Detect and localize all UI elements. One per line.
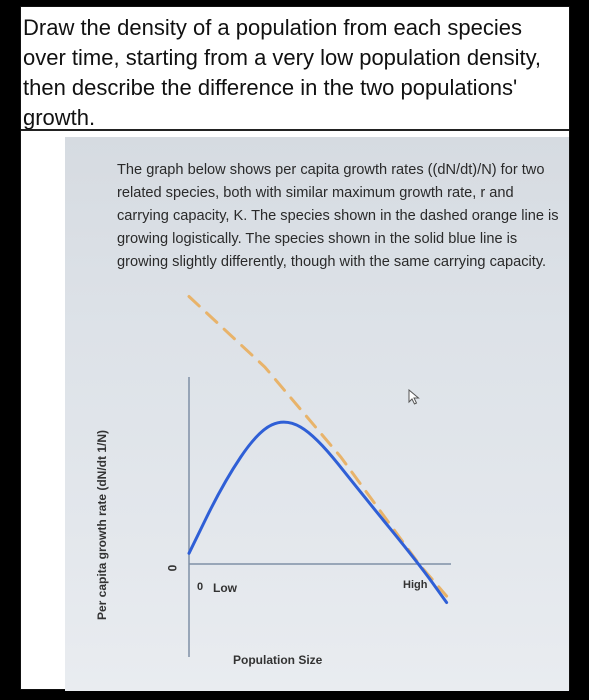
cursor-arrow-icon <box>407 388 421 410</box>
passage-text: The graph below shows per capita growth … <box>117 162 559 270</box>
question-card: Draw the density of a population from ea… <box>20 6 570 691</box>
x-tick-low: Low <box>213 581 237 595</box>
chart-axes <box>188 377 451 657</box>
question-text: Draw the density of a population from ea… <box>23 15 542 130</box>
series-layer <box>187 295 449 605</box>
graph-photo: The graph below shows per capita growth … <box>65 137 569 691</box>
x-tick-origin: 0 <box>197 581 204 593</box>
x-tick-high: High <box>403 579 428 591</box>
divider <box>21 129 569 131</box>
y-tick-zero: 0 <box>165 564 180 572</box>
x-axis-title: Population Size <box>233 653 323 667</box>
growth-rate-chart <box>187 295 451 657</box>
series-solid-blue <box>187 420 449 605</box>
y-axis-title: Per capita growth rate (dN/dt 1/N) <box>95 429 109 621</box>
